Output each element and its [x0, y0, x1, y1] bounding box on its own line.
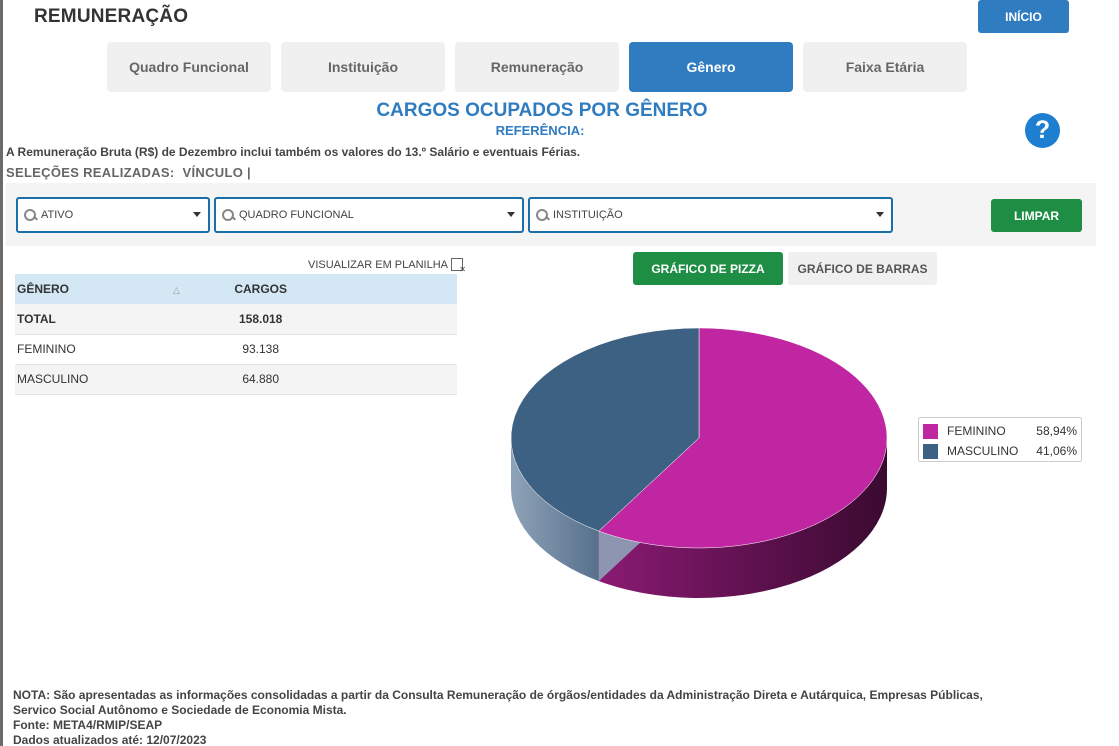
tab-genero[interactable]: Gênero	[629, 42, 793, 92]
table-header-row: GÊNERO △ CARGOS	[15, 274, 457, 304]
footer-line: Fonte: META4/RMIP/SEAP	[13, 718, 163, 732]
window-left-border	[0, 0, 3, 746]
view-spreadsheet-link[interactable]: VISUALIZAR EM PLANILHA	[308, 258, 466, 274]
legend-label: FEMININO	[947, 424, 1006, 438]
chevron-down-icon	[193, 212, 201, 217]
reference-label: REFERÊNCIA:	[495, 123, 585, 138]
row-label: TOTAL	[15, 304, 235, 335]
legend-swatch	[923, 423, 938, 439]
row-value: 158.018	[234, 304, 457, 335]
view-spreadsheet-label: VISUALIZAR EM PLANILHA	[308, 258, 448, 271]
chevron-down-icon	[507, 212, 515, 217]
quadro-funcional-select-value: QUADRO FUNCIONAL	[239, 209, 354, 221]
column-header-cargos[interactable]: CARGOS	[234, 274, 457, 304]
table-row-total: TOTAL 158.018	[15, 304, 457, 335]
help-icon[interactable]: ?	[1025, 113, 1060, 148]
gender-table: GÊNERO △ CARGOS TOTAL 158.018 FEMININO 93…	[15, 274, 457, 395]
pie-slice-side	[598, 438, 887, 598]
footer-line: Dados atualizados até: 12/07/2023	[13, 733, 207, 746]
bar-chart-button[interactable]: GRÁFICO DE BARRAS	[788, 252, 937, 285]
pie-chart-button[interactable]: GRÁFICO DE PIZZA	[633, 252, 783, 285]
legend-label: MASCULINO	[947, 444, 1019, 458]
search-icon	[23, 208, 38, 223]
remuneration-note: A Remuneração Bruta (R$) de Dezembro inc…	[6, 145, 581, 159]
clear-button[interactable]: LIMPAR	[991, 199, 1082, 232]
vinculo-select-value: ATIVO	[41, 209, 74, 221]
column-header-genero[interactable]: GÊNERO △	[15, 274, 235, 304]
tab-bar: Quadro Funcional Instituição Remuneração…	[107, 42, 967, 92]
chart-legend: FEMININO 58,94% MASCULINO 41,06%	[918, 417, 1082, 462]
legend-percent: 58,94%	[1036, 424, 1077, 438]
table-row[interactable]: FEMININO 93.138	[15, 334, 457, 365]
pie-slice-side	[511, 438, 599, 582]
spreadsheet-export-icon	[451, 258, 466, 274]
selections-summary: SELEÇÕES REALIZADAS: VÍNCULO |	[6, 165, 251, 180]
app-title: REMUNERAÇÃO	[34, 6, 189, 27]
row-value: 93.138	[234, 334, 457, 365]
selections-value[interactable]: VÍNCULO |	[182, 165, 251, 180]
footer-note: NOTA: São apresentadas as informações co…	[13, 688, 983, 746]
pie-slice-feminino[interactable]	[598, 327, 888, 549]
selections-label: SELEÇÕES REALIZADAS:	[6, 165, 175, 180]
vinculo-select[interactable]: ATIVO	[16, 197, 210, 233]
pie-chart	[510, 327, 888, 598]
row-value: 64.880	[234, 364, 457, 395]
page-title: CARGOS OCUPADOS POR GÊNERO	[376, 100, 708, 121]
instituicao-select-value: INSTITUIÇÃO	[553, 209, 623, 221]
search-icon	[535, 208, 550, 223]
legend-swatch	[923, 443, 938, 459]
tab-quadro-funcional[interactable]: Quadro Funcional	[107, 42, 271, 92]
tab-instituicao[interactable]: Instituição	[281, 42, 445, 92]
instituicao-select[interactable]: INSTITUIÇÃO	[528, 197, 893, 233]
chevron-down-icon	[876, 212, 884, 217]
tab-remuneracao[interactable]: Remuneração	[455, 42, 619, 92]
table-row[interactable]: MASCULINO 64.880	[15, 364, 457, 395]
legend-item-feminino[interactable]: FEMININO 58,94%	[923, 421, 1077, 441]
search-icon	[221, 208, 236, 223]
filter-bar: ATIVO QUADRO FUNCIONAL INSTITUIÇÃO LIMPA…	[6, 183, 1096, 246]
footer-line: NOTA: São apresentadas as informações co…	[13, 688, 983, 702]
pie-slice-masculino[interactable]	[510, 327, 700, 532]
home-button[interactable]: INÍCIO	[978, 0, 1069, 33]
legend-percent: 41,06%	[1036, 444, 1077, 458]
row-label: FEMININO	[15, 334, 235, 365]
sort-icon[interactable]: △	[173, 285, 180, 295]
row-label: MASCULINO	[15, 364, 235, 395]
quadro-funcional-select[interactable]: QUADRO FUNCIONAL	[214, 197, 524, 233]
tab-faixa-etaria[interactable]: Faixa Etária	[803, 42, 967, 92]
legend-item-masculino[interactable]: MASCULINO 41,06%	[923, 441, 1077, 461]
footer-line: Servico Social Autônomo e Sociedade de E…	[13, 703, 347, 717]
